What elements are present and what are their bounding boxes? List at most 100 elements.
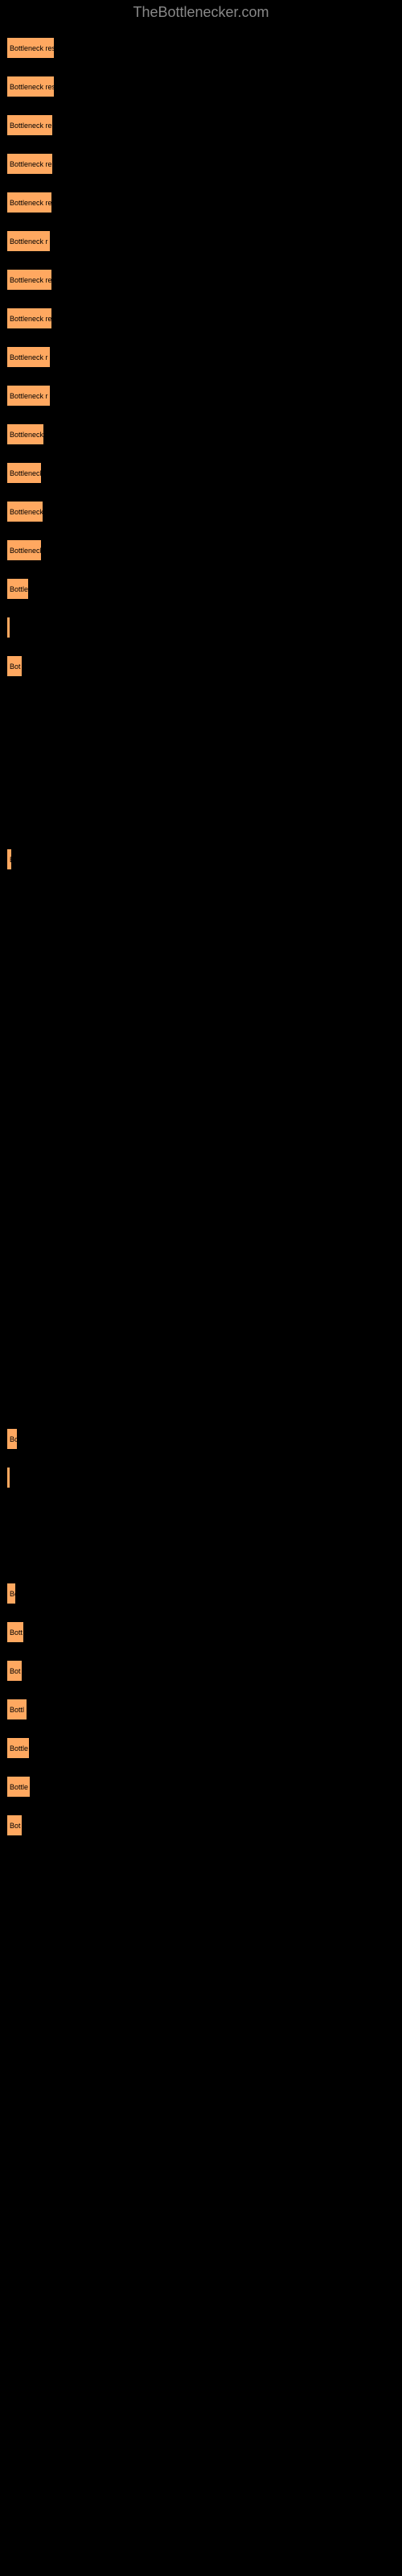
bar-row [4,887,402,909]
chart-bar: Bottl [6,1699,27,1720]
chart-bar: Bot [6,655,23,677]
bar-row: Bottleneck res [4,76,402,97]
bar-row [4,1158,402,1179]
bar-label: Bottleneck [10,431,43,439]
chart-bar: B [6,848,12,870]
bar-row [4,1080,402,1102]
bar-row: Bo [4,1428,402,1450]
bar-row: Bottleneck r [4,230,402,252]
bar-row: Bottl [4,1699,402,1720]
bar-chart: Bottleneck res Bottleneck res Bottleneck r… [0,37,402,1836]
chart-bar: Bottleneck re [6,114,53,136]
chart-bar: Be [6,1583,16,1604]
chart-bar: Bott [6,1621,24,1643]
bar-label: B [10,856,12,864]
bar-label: Bottleneck re [10,160,52,168]
chart-bar: Bottleneck re [6,192,52,213]
bar-row [4,1274,402,1295]
bar-row: Bot [4,655,402,677]
bar-row [4,810,402,832]
bar-row: Bottleneck re [4,308,402,329]
bar-row [4,1389,402,1411]
chart-bar: Bottleneck re [6,308,52,329]
chart-bar: Bottleneck r [6,230,51,252]
bar-label: Bottleneck re [10,276,52,284]
bar-row [4,1505,402,1527]
bar-label: Be [10,1590,16,1598]
bar-row: Bottleneck r [4,346,402,368]
chart-bar [6,617,10,638]
bar-label: Bot [10,1822,21,1830]
bar-row [4,926,402,947]
chart-bar: Bottleneck [6,501,43,522]
bar-row: Bottleneck re [4,114,402,136]
bar-label: Bo [10,1435,18,1443]
bar-row [4,694,402,716]
bar-row [4,1351,402,1373]
bar-label: Bottleneck r [10,237,48,246]
chart-bar: Bottle [6,578,29,600]
bar-row: Bottle [4,1776,402,1798]
bar-label: Bot [10,1667,21,1675]
chart-bar: Bottleneck r [6,385,51,407]
bar-row [4,964,402,986]
chart-bar: Bottle [6,1776,31,1798]
site-header: TheBottlenecker.com [0,0,402,21]
bar-row: Be [4,1583,402,1604]
bar-label: Bottleneck res [10,44,55,52]
bar-row [4,1042,402,1063]
bar-row: Bottleneck re [4,192,402,213]
bar-label: Bottleneck re [10,315,52,323]
chart-bar [6,1467,10,1488]
bar-label: Bottle [10,1744,28,1752]
chart-bar: Bottleneck [6,423,44,445]
bar-label: Bottleneck [10,469,42,477]
chart-bar: Bottle [6,1737,30,1759]
bar-row: Bottle [4,578,402,600]
chart-bar: Bot [6,1660,23,1682]
bar-label: Bottleneck r [10,392,48,400]
bar-row [4,1312,402,1334]
chart-bar: Bottleneck [6,539,42,561]
bar-label: Bottle [10,585,28,593]
chart-bar: Bottleneck r [6,346,51,368]
bar-row: Bottleneck r [4,385,402,407]
bar-row: Bottleneck [4,423,402,445]
chart-bar: Bo [6,1428,18,1450]
bar-row [4,771,402,793]
bar-row: Bottleneck res [4,37,402,59]
chart-bar: Bottleneck [6,462,42,484]
bar-row [4,617,402,638]
bar-row [4,733,402,754]
bar-label: Bott [10,1629,23,1637]
bar-row: Bottleneck re [4,153,402,175]
bar-row: Bottleneck re [4,269,402,291]
bar-row [4,1467,402,1488]
bar-row [4,1196,402,1218]
bar-row [4,1544,402,1566]
chart-bar: Bottleneck re [6,269,52,291]
bar-row [4,1235,402,1257]
bar-row: B [4,848,402,870]
bar-row: Bot [4,1814,402,1836]
chart-bar: Bot [6,1814,23,1836]
bar-row: Bottleneck [4,462,402,484]
bar-label: Bottleneck re [10,122,52,130]
bar-row: Bottleneck [4,501,402,522]
bar-label: Bottleneck r [10,353,48,361]
bar-row: Bott [4,1621,402,1643]
chart-bar: Bottleneck res [6,76,55,97]
bar-row [4,1119,402,1141]
bar-row: Bottleneck [4,539,402,561]
bar-label: Bottleneck [10,508,43,516]
chart-bar: Bottleneck res [6,37,55,59]
bar-label: Bot [10,663,21,671]
chart-bar: Bottleneck re [6,153,53,175]
bar-label: Bottle [10,1783,28,1791]
bar-label: Bottleneck [10,547,42,555]
bar-row: Bot [4,1660,402,1682]
bar-label: Bottleneck re [10,199,52,207]
bar-row [4,1003,402,1025]
bar-label: Bottleneck res [10,83,55,91]
bar-label: Bottl [10,1706,24,1714]
